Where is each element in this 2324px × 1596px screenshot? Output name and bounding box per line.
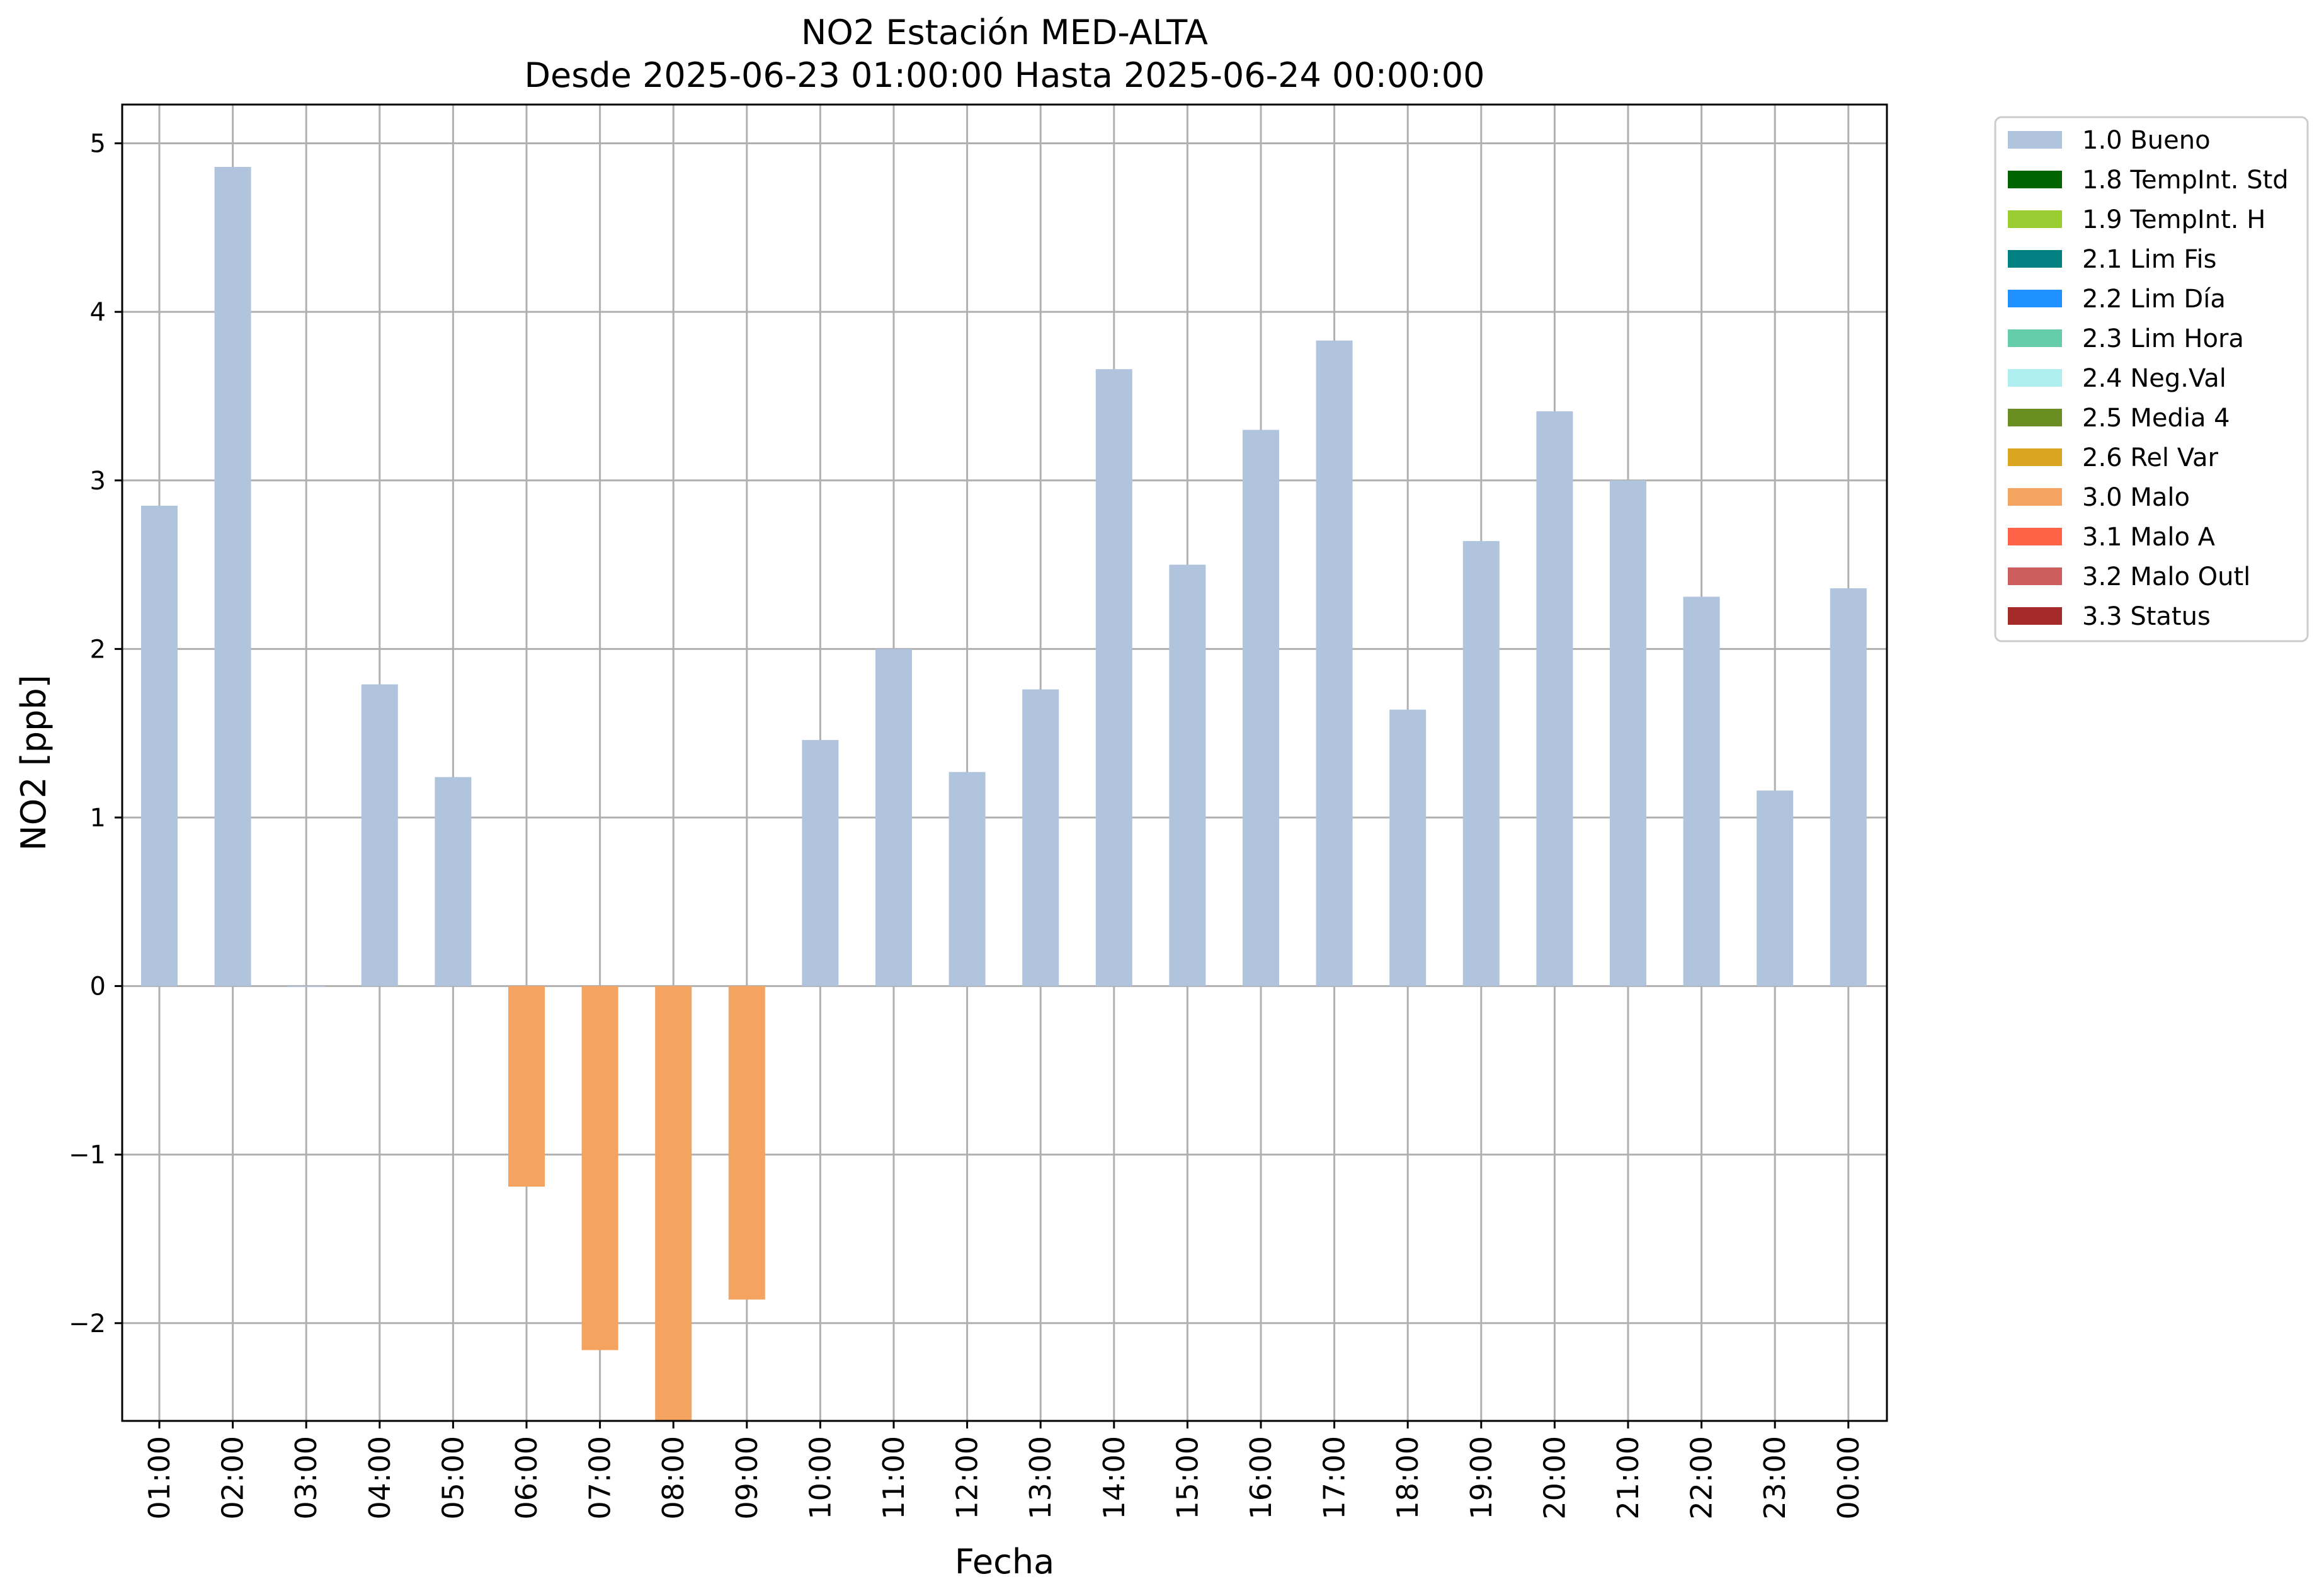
legend-label: 3.0 Malo — [2082, 483, 2190, 512]
bar-17:00 — [1316, 340, 1353, 986]
legend-swatch — [2008, 607, 2062, 625]
legend-label: 2.5 Media 4 — [2082, 404, 2230, 433]
bar-03:00 — [288, 986, 325, 988]
bar-06:00 — [508, 986, 545, 1187]
x-tick-label: 04:00 — [363, 1436, 397, 1520]
y-tick-label: −2 — [69, 1309, 106, 1338]
y-tick-label: 2 — [90, 635, 106, 664]
legend-swatch — [2008, 409, 2062, 426]
x-tick-label: 17:00 — [1318, 1436, 1352, 1520]
legend-swatch — [2008, 369, 2062, 387]
y-tick-label: 4 — [90, 298, 106, 327]
legend-label: 1.9 TempInt. H — [2082, 205, 2265, 234]
x-tick-label: 09:00 — [730, 1436, 764, 1520]
bar-23:00 — [1757, 790, 1794, 986]
bar-21:00 — [1610, 480, 1646, 986]
legend-swatch — [2008, 329, 2062, 347]
legend-label: 2.6 Rel Var — [2082, 443, 2219, 472]
chart-subtitle: Desde 2025-06-23 01:00:00 Hasta 2025-06-… — [524, 55, 1484, 95]
x-tick-label: 18:00 — [1391, 1436, 1425, 1520]
x-tick-label: 05:00 — [436, 1436, 470, 1520]
x-tick-label: 22:00 — [1685, 1436, 1719, 1520]
bar-19:00 — [1462, 541, 1500, 986]
legend-box — [1994, 116, 2309, 642]
bar-18:00 — [1389, 709, 1427, 986]
bar-13:00 — [1022, 689, 1059, 986]
bar-08:00 — [655, 986, 692, 1421]
y-tick-label: 0 — [90, 972, 106, 1001]
y-axis-label: NO2 [ppb] — [14, 675, 54, 850]
bar-05:00 — [435, 777, 472, 986]
x-tick-label: 06:00 — [510, 1436, 544, 1520]
bars — [141, 167, 1867, 1421]
y-tick-label: 3 — [90, 467, 106, 496]
legend-label: 2.2 Lim Día — [2082, 285, 2226, 314]
legend-label: 2.4 Neg.Val — [2082, 364, 2226, 393]
bar-01:00 — [141, 505, 178, 986]
legend-swatch — [2008, 131, 2062, 149]
bar-11:00 — [875, 649, 912, 986]
legend-swatch — [2008, 567, 2062, 585]
y-tick-label: 1 — [90, 804, 106, 833]
x-tick-label: 07:00 — [583, 1436, 617, 1520]
legend-swatch — [2008, 528, 2062, 545]
chart-title: NO2 Estación MED-ALTA — [801, 13, 1208, 52]
bar-16:00 — [1243, 430, 1279, 986]
x-tick-label: 08:00 — [656, 1436, 690, 1520]
bar-00:00 — [1830, 588, 1867, 986]
legend: 1.0 Bueno 1.8 TempInt. Std 1.9 TempInt. H 2… — [1994, 116, 2309, 642]
y-tick-label: 5 — [90, 130, 106, 159]
legend-label: 2.1 Lim Fis — [2082, 245, 2216, 274]
legend-label: 3.2 Malo Outl — [2082, 562, 2250, 591]
legend-label: 1.8 TempInt. Std — [2082, 166, 2289, 195]
bar-20:00 — [1536, 411, 1573, 986]
x-tick-label: 10:00 — [803, 1436, 837, 1520]
legend-swatch — [2008, 448, 2062, 466]
bar-04:00 — [361, 684, 398, 986]
x-tick-label: 12:00 — [950, 1436, 984, 1520]
legend-label: 1.0 Bueno — [2082, 126, 2211, 155]
x-axis-label: Fecha — [955, 1542, 1054, 1582]
y-tick-label: −1 — [69, 1141, 106, 1170]
x-tick-label: 03:00 — [289, 1436, 323, 1520]
bar-09:00 — [728, 986, 765, 1300]
legend-swatch — [2008, 488, 2062, 506]
bar-07:00 — [581, 986, 618, 1350]
x-tick-label: 21:00 — [1611, 1436, 1645, 1520]
x-tick-label: 16:00 — [1244, 1436, 1278, 1520]
legend-label: 3.1 Malo A — [2082, 523, 2216, 552]
legend-label: 2.3 Lim Hora — [2082, 324, 2244, 353]
x-tick-label: 14:00 — [1097, 1436, 1131, 1520]
x-tick-label: 00:00 — [1831, 1436, 1865, 1520]
x-tick-label: 13:00 — [1023, 1436, 1057, 1520]
x-tick-label: 02:00 — [216, 1436, 250, 1520]
x-tick-label: 19:00 — [1464, 1436, 1498, 1520]
x-tick-label: 01:00 — [142, 1436, 176, 1520]
x-tick-label: 15:00 — [1170, 1436, 1204, 1520]
y-axis-ticks: −2 −1 0 1 2 3 4 5 — [69, 130, 122, 1338]
x-tick-label: 11:00 — [877, 1436, 911, 1520]
bar-14:00 — [1095, 369, 1132, 986]
legend-swatch — [2008, 290, 2062, 307]
bar-02:00 — [214, 167, 251, 986]
bar-12:00 — [948, 772, 986, 986]
legend-swatch — [2008, 171, 2062, 188]
legend-label: 3.3 Status — [2082, 602, 2211, 631]
x-tick-label: 20:00 — [1537, 1436, 1571, 1520]
x-axis-ticks: 01:00 02:00 03:00 04:00 05:00 06:00 07:00 08:00… — [142, 1421, 1865, 1520]
legend-swatch — [2008, 250, 2062, 268]
bar-15:00 — [1169, 564, 1206, 986]
legend-swatch — [2008, 210, 2062, 228]
plot-frame — [121, 103, 1888, 1422]
bar-10:00 — [802, 739, 839, 986]
bar-22:00 — [1683, 596, 1720, 986]
x-tick-label: 23:00 — [1758, 1436, 1792, 1520]
